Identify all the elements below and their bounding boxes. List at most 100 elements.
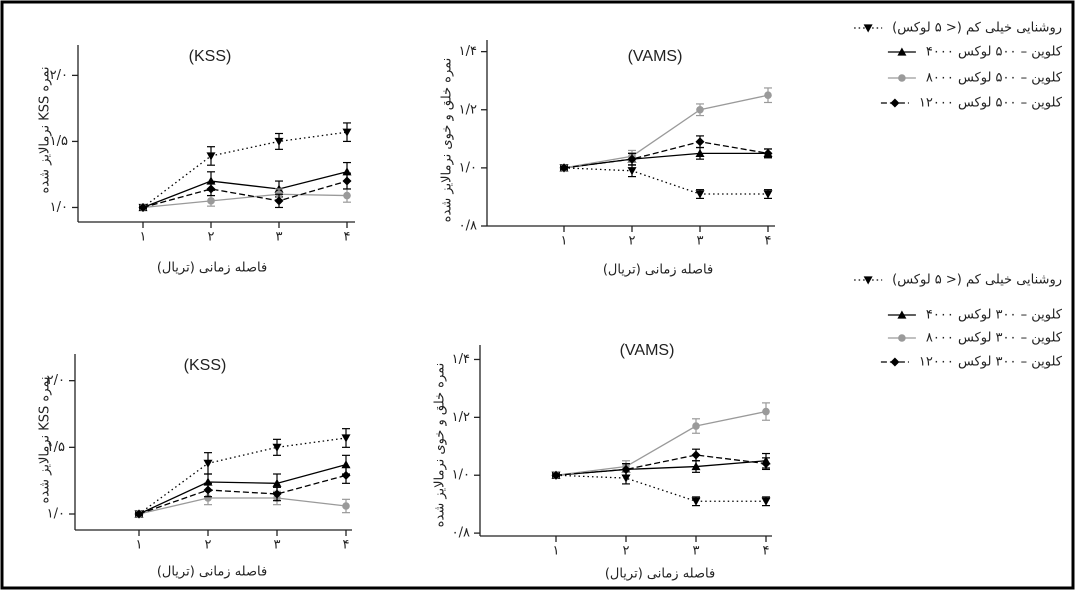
marker xyxy=(207,197,215,205)
series-line xyxy=(563,141,769,169)
series-line xyxy=(563,152,768,169)
series-line xyxy=(555,474,766,502)
x-tick-label: ۲ xyxy=(629,234,636,249)
x-tick-label: ۱ xyxy=(140,230,147,245)
x-tick-label: ۳ xyxy=(697,234,704,249)
chart-title: (VAMS) xyxy=(628,48,683,65)
y-tick-label: ۱/۴ xyxy=(452,352,470,367)
series-line xyxy=(563,94,769,169)
x-tick-label: ۱ xyxy=(553,544,560,559)
legend-marker xyxy=(897,47,907,56)
y-axis-label: نمره خلق و خوی نرمالایز شده xyxy=(433,363,448,528)
y-tick-label: ۱/۲ xyxy=(459,102,477,117)
y-tick-label: ۱/۰ xyxy=(459,160,477,175)
y-axis-label: نمره خلق و خوی نرمالایز شده xyxy=(440,58,455,223)
marker xyxy=(763,190,773,199)
marker xyxy=(342,176,352,186)
legend-marker xyxy=(897,310,907,319)
x-tick-label: ۲ xyxy=(205,538,212,553)
legend-label: ۸۰۰۰ کلوین – ۵۰۰ لوکس xyxy=(926,71,1063,86)
legend-label: ۱۲۰۰۰ کلوین – ۵۰۰ لوکس xyxy=(919,96,1063,111)
marker xyxy=(696,105,704,114)
marker xyxy=(692,422,700,430)
marker xyxy=(559,163,569,173)
y-tick-label: ۱/۲ xyxy=(452,410,470,425)
marker xyxy=(342,128,352,137)
y-tick-label: ۰/۸ xyxy=(452,526,470,541)
y-tick-label: ۱/۰ xyxy=(50,200,68,215)
legend-label: ۴۰۰۰ کلوین – ۵۰۰ لوکس xyxy=(926,45,1063,60)
chart-title: (VAMS) xyxy=(620,342,675,359)
marker xyxy=(627,154,637,164)
y-tick-label: ۲/۰ xyxy=(47,373,65,388)
chart-title: (KSS) xyxy=(184,357,227,374)
series-line xyxy=(142,171,348,209)
x-tick-label: ۳ xyxy=(693,544,700,559)
legend-marker xyxy=(898,74,906,82)
legend-marker xyxy=(863,24,873,33)
marker xyxy=(272,489,282,499)
marker xyxy=(761,497,771,506)
marker xyxy=(274,137,284,146)
marker xyxy=(272,443,282,452)
marker xyxy=(203,459,213,468)
series-line xyxy=(555,410,767,476)
marker xyxy=(206,184,216,194)
marker xyxy=(341,470,351,480)
x-axis-label: فاصله زمانی (تریال) xyxy=(603,263,713,278)
marker xyxy=(274,196,284,206)
series-line xyxy=(142,193,348,209)
marker xyxy=(134,509,144,519)
x-tick-label: ۲ xyxy=(208,230,215,245)
legend-label: ۴۰۰۰ کلوین – ۳۰۰ لوکس xyxy=(926,308,1063,323)
marker xyxy=(691,462,701,471)
marker xyxy=(691,450,701,460)
x-axis-label: فاصله زمانی (تریال) xyxy=(157,261,267,276)
legend-label: روشنایی خیلی کم (< ۵ لوکس) xyxy=(892,21,1062,36)
y-axis-label: نمره KSS نرمالایز شده xyxy=(38,377,53,504)
marker xyxy=(627,167,637,176)
marker xyxy=(621,464,631,474)
y-axis-label: نمره KSS نرمالایز شده xyxy=(38,67,53,194)
marker xyxy=(138,202,148,212)
series-line xyxy=(142,131,348,208)
legend-marker xyxy=(890,357,900,367)
series-line xyxy=(555,460,767,476)
marker xyxy=(342,502,350,510)
marker xyxy=(206,152,216,161)
marker xyxy=(762,407,770,416)
series-line xyxy=(142,180,348,209)
marker xyxy=(551,470,561,480)
legend-marker xyxy=(863,276,873,285)
marker xyxy=(272,478,282,487)
marker xyxy=(341,434,351,443)
y-tick-label: ۱/۰ xyxy=(47,507,65,522)
x-tick-label: ۳ xyxy=(274,538,281,553)
y-tick-label: ۱/۰ xyxy=(452,468,470,483)
marker xyxy=(695,148,705,157)
legend-marker xyxy=(890,98,900,108)
legend-label: ۸۰۰۰ کلوین – ۳۰۰ لوکس xyxy=(926,331,1063,346)
legend-label: روشنایی خیلی کم (< ۵ لوکس) xyxy=(892,273,1062,288)
series-line xyxy=(138,497,347,515)
marker xyxy=(203,485,213,495)
x-tick-label: ۴ xyxy=(765,234,772,249)
series-line xyxy=(555,454,767,476)
legend-label: ۱۲۰۰۰ کلوین – ۳۰۰ لوکس xyxy=(919,355,1063,370)
chart-title: (KSS) xyxy=(189,48,232,65)
legend-marker xyxy=(898,334,906,342)
marker xyxy=(764,91,772,100)
marker xyxy=(343,191,351,200)
y-tick-label: ۱/۵ xyxy=(47,440,65,455)
x-axis-label: فاصله زمانی (تریال) xyxy=(157,565,267,580)
x-tick-label: ۳ xyxy=(276,230,283,245)
x-axis-label: فاصله زمانی (تریال) xyxy=(605,567,715,582)
y-tick-label: ۲/۰ xyxy=(50,68,68,83)
series-line xyxy=(563,167,768,195)
series-line xyxy=(138,464,347,515)
x-tick-label: ۴ xyxy=(763,544,770,559)
x-tick-label: ۴ xyxy=(344,230,351,245)
x-tick-label: ۴ xyxy=(343,538,350,553)
